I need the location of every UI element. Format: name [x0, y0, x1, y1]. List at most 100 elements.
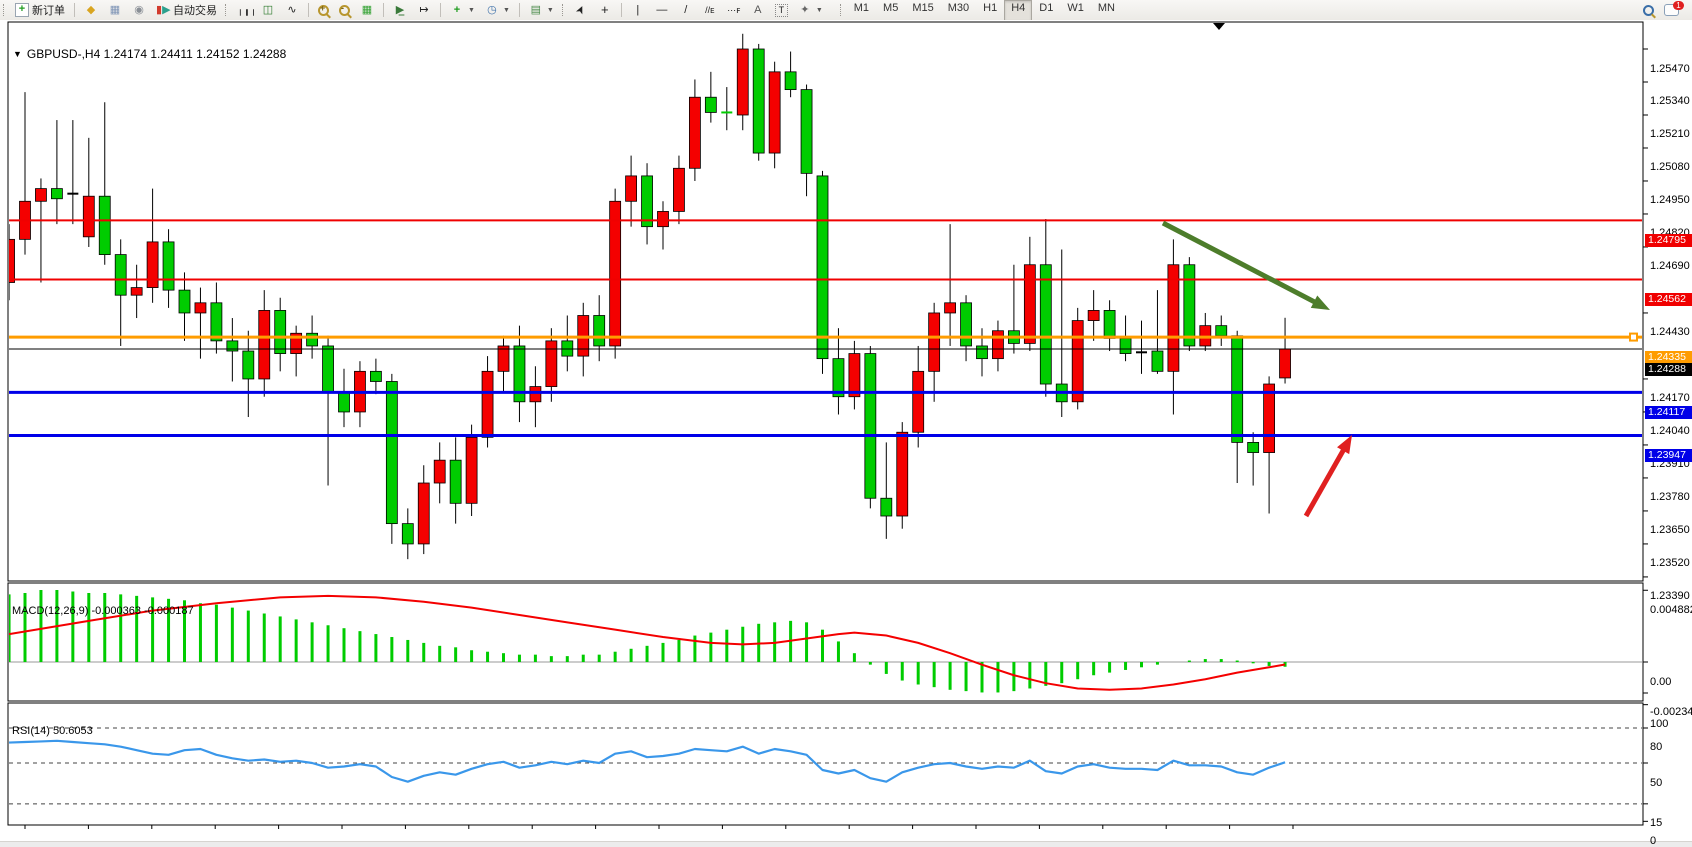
new-order-label: 新订单 [32, 5, 65, 17]
cursor-button[interactable]: ➤ [569, 0, 593, 20]
dropdown-arrow-icon: ▼ [815, 6, 823, 14]
chart-shift-button[interactable]: ↦ [412, 0, 436, 20]
price-tick-label: 1.23390 [1650, 590, 1690, 603]
timeframe-button-mn[interactable]: MN [1097, 1, 1115, 14]
candle-body [689, 96, 701, 169]
price-tick-label: 1.25080 [1650, 161, 1690, 174]
vertical-line-button[interactable]: | [626, 0, 650, 20]
candle-body [242, 350, 255, 380]
rsi-tick-label: 15 [1650, 817, 1663, 830]
candle-body [98, 195, 111, 255]
candle-body [976, 345, 988, 360]
new-order-button[interactable]: + 新订单 [10, 0, 70, 20]
green-down-arrow[interactable] [1161, 220, 1321, 307]
zoom-out-button[interactable]: - [334, 0, 355, 20]
candle-body [768, 71, 781, 154]
macd-signal-line [9, 594, 1286, 691]
shapes-button[interactable]: ✦ ▼ [793, 0, 828, 20]
toolbar-grip [561, 4, 566, 16]
signals-button[interactable]: ◉ [127, 0, 151, 20]
text-label-button[interactable]: T [770, 0, 793, 20]
highlight-tool-button[interactable]: ◆ [79, 0, 103, 20]
channel-button[interactable]: //ᴇ [698, 0, 722, 20]
candle-body [832, 358, 845, 398]
horizontal-line-button[interactable]: — [650, 0, 674, 20]
timeframe-button-m1[interactable]: M1 [853, 1, 870, 14]
text-label-icon: T [774, 3, 788, 17]
search-icon [1643, 4, 1654, 16]
horizontal-line-icon: — [656, 4, 668, 16]
candle-body [704, 96, 717, 113]
candle-body [1071, 320, 1084, 403]
add-indicator-button[interactable]: + ▼ [445, 0, 480, 20]
market-watch-button[interactable]: ▦ [103, 0, 127, 20]
hline-handle [1629, 332, 1638, 342]
signal-icon: ◉ [134, 4, 144, 16]
notifications-button[interactable]: 1 [1659, 0, 1684, 20]
candle-body [338, 391, 350, 413]
auto-scroll-button[interactable]: ▶̲ [388, 0, 412, 20]
search-button[interactable] [1638, 0, 1659, 20]
green-down-arrow-head [1310, 295, 1330, 310]
tile-windows-icon: ▦ [361, 4, 373, 16]
templates-button[interactable]: ▤ ▼ [524, 0, 559, 20]
price-tick-label: 1.24430 [1650, 326, 1690, 339]
candle-body [1151, 350, 1164, 372]
candle-body [35, 188, 47, 202]
candle-body [178, 289, 191, 314]
macd-tick-label: 0.00 [1650, 675, 1672, 688]
fibonacci-button[interactable]: ⋯ꜰ [722, 0, 746, 20]
timeframe-button-m15[interactable]: M15 [912, 1, 934, 14]
cursor-icon: ➤ [573, 3, 589, 17]
timeframe-button-h1[interactable]: H1 [983, 1, 998, 14]
candle-body [162, 241, 175, 291]
chart-candles-button[interactable]: ◫ [256, 0, 280, 20]
market-watch-icon: ▦ [109, 4, 121, 16]
candle-body [114, 254, 127, 296]
timeframe-button-w1[interactable]: W1 [1067, 1, 1084, 14]
separator [620, 3, 622, 17]
autotrading-button[interactable]: ▮▶ 自动交易 [151, 0, 222, 20]
new-order-icon: + [15, 3, 29, 17]
auto-scroll-icon: ▶̲ [395, 4, 405, 16]
candle-body [1215, 325, 1228, 337]
tile-windows-button[interactable]: ▦ [355, 0, 379, 20]
autotrading-label: 自动交易 [173, 5, 217, 17]
candle-body [1231, 335, 1244, 443]
rsi-tick-label: 0 [1650, 834, 1657, 847]
toolbar: + 新订单 ◆ ▦ ◉ ▮▶ 自动交易 ╷╻╷ ◫ ∿ + - ▦ ▶̲ ↦ +… [0, 0, 1692, 21]
period-button[interactable]: ◷ ▼ [480, 0, 515, 20]
trendline-button[interactable]: / [674, 0, 698, 20]
zoom-in-button[interactable]: + [313, 0, 334, 20]
timeframe-button-h4[interactable]: H4 [1004, 0, 1033, 21]
macd-indicator-label: MACD(12,26,9) -0.000363 -0.000187 [12, 605, 194, 617]
dropdown-arrow-icon: ▼ [502, 6, 510, 14]
timeframe-button-m30[interactable]: M30 [947, 1, 970, 14]
price-tick-label: 1.23780 [1650, 491, 1690, 504]
price-tick-label: 1.24040 [1650, 425, 1690, 438]
price-tag-1.24795: 1.24795 [1645, 233, 1692, 247]
candle-body [9, 238, 15, 283]
text-button[interactable]: A [746, 0, 770, 20]
collapse-one-click-icon[interactable]: ▼ [13, 49, 22, 59]
chart-bars-button[interactable]: ╷╻╷ [232, 0, 257, 20]
price-tick-label: 1.25470 [1650, 62, 1690, 75]
chart-title: ▼ GBPUSD-,H4 1.24174 1.24411 1.24152 1.24… [13, 47, 286, 61]
price-tick-label: 1.25340 [1650, 95, 1690, 108]
candle-body [306, 332, 319, 347]
red-up-arrow[interactable] [1303, 444, 1349, 518]
price-tag-1.24117: 1.24117 [1645, 405, 1692, 419]
candle-body [274, 310, 287, 354]
crosshair-button[interactable]: + [593, 0, 617, 20]
chart-line-button[interactable]: ∿ [280, 0, 304, 20]
candle-body [146, 241, 159, 288]
timeframe-button-d1[interactable]: D1 [1039, 1, 1054, 14]
timeframe-button-m5[interactable]: M5 [883, 1, 899, 14]
price-chart-canvas[interactable] [0, 20, 1692, 847]
crosshair-icon: + [601, 2, 609, 17]
candle-body [912, 370, 925, 433]
candle-body [433, 459, 446, 484]
candle-body [593, 315, 606, 347]
dropdown-arrow-icon: ▼ [468, 6, 475, 14]
